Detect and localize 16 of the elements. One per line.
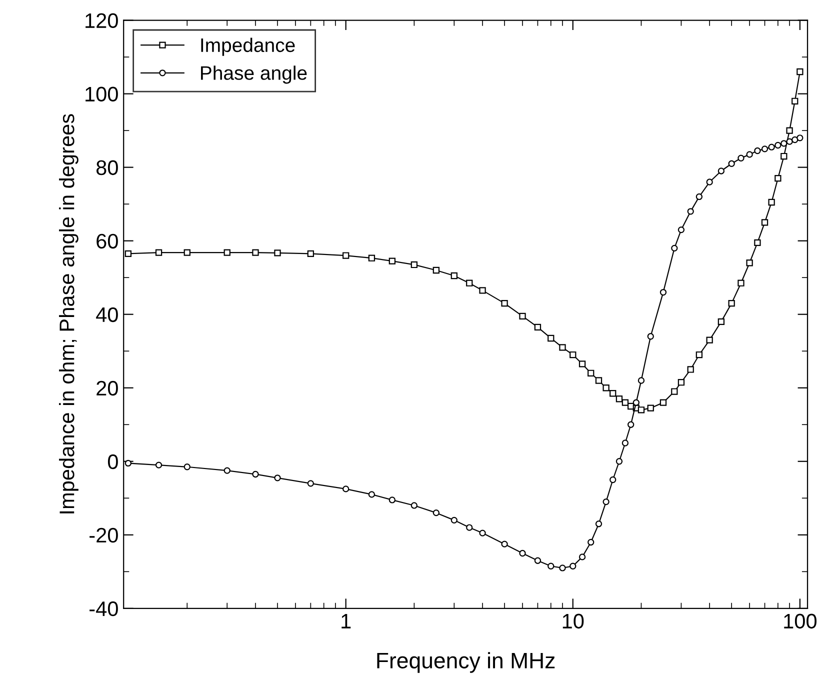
y-tick-label: 100 <box>86 86 118 102</box>
y-tick-label: 120 <box>86 13 118 28</box>
y-tick-label: 40 <box>96 307 118 322</box>
y-axis-title: Impedance in ohm; Phase angle in degrees <box>59 114 78 514</box>
y-tick-label: 20 <box>96 380 118 396</box>
x-tick-label: 100 <box>784 614 816 629</box>
y-tick-label: 0 <box>108 454 118 470</box>
y-tick-label: 80 <box>96 160 118 176</box>
x-tick-label: 10 <box>562 614 584 629</box>
x-tick-label: 1 <box>342 614 351 628</box>
x-axis-title: Frequency in MHz <box>377 652 555 673</box>
y-tick-label: -40 <box>90 601 118 616</box>
y-tick-label: 60 <box>96 234 118 249</box>
legend-label: Phase angle <box>201 66 307 84</box>
legend-label: Impedance <box>201 38 295 56</box>
y-tick-label: -20 <box>90 528 118 543</box>
